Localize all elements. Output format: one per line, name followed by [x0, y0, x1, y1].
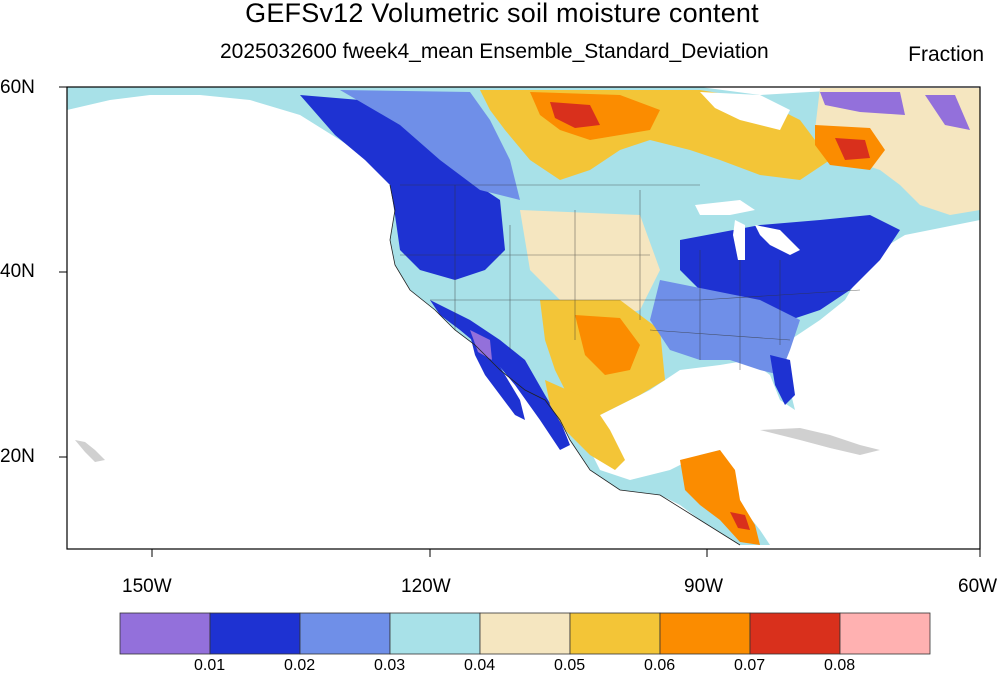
colorbar-tick-label: 0.01 [194, 657, 226, 674]
colorbar-swatch [839, 612, 931, 655]
lake-superior [695, 200, 755, 215]
region-texas-orange [575, 315, 640, 375]
plot-subtitle: 2025032600 fweek4_mean Ensemble_Standard… [220, 40, 769, 63]
colorbar [119, 612, 931, 655]
hawaii-islands [75, 440, 105, 462]
colorbar-swatch [299, 612, 391, 655]
map-border [66, 86, 981, 550]
region-ne-purple2 [925, 95, 970, 130]
colorbar-swatch [389, 612, 481, 655]
colorbar-tick-label: 0.04 [464, 657, 496, 674]
region-plains-tan [520, 210, 660, 320]
coastline [389, 184, 741, 546]
map-field [67, 87, 980, 546]
colorbar-swatch [119, 612, 211, 655]
region-central-america-red [730, 512, 750, 530]
colorbar-tick-label: 0.06 [644, 657, 676, 674]
region-northwest-blue [300, 95, 505, 280]
colorbar-tick-label: 0.03 [374, 657, 406, 674]
region-southwest-purple [470, 330, 492, 360]
colorbar-swatch [569, 612, 661, 655]
caribbean-islands [760, 428, 880, 455]
lake-michigan [733, 220, 745, 260]
land-north-america [67, 87, 980, 545]
colorbar-tick-label: 0.07 [734, 657, 766, 674]
region-mexico-yellow [545, 380, 625, 470]
region-southwest-blue [430, 300, 570, 450]
colorbar-swatch [479, 612, 571, 655]
colorbar-swatch [749, 612, 841, 655]
lon-label-120W: 120W [401, 576, 451, 597]
lat-label-40N: 40N [0, 261, 35, 282]
colorbar-tick-label: 0.02 [284, 657, 316, 674]
region-florida-blue [770, 355, 795, 405]
land-labrador [815, 88, 980, 215]
region-northwest-mid [340, 90, 520, 200]
plot-title: GEFSv12 Volumetric soil moisture content [245, 0, 759, 28]
lat-label-60N: 60N [0, 77, 35, 98]
colorbar-swatch [659, 612, 751, 655]
lon-label-90W: 90W [684, 576, 724, 597]
colorbar-tick-label: 0.05 [554, 657, 586, 674]
colorbar-tick-label: 0.08 [824, 657, 856, 674]
land-baja [470, 335, 525, 420]
lat-label-20N: 20N [0, 446, 35, 467]
axis-ticks [59, 86, 981, 557]
units-label: Fraction [908, 43, 984, 66]
lake-huron-erie [755, 225, 800, 255]
region-ne-purple [820, 92, 905, 115]
hudson-bay [700, 92, 790, 130]
state-borders [400, 184, 861, 370]
region-southeast-mid [650, 280, 800, 375]
region-quebec-red [835, 138, 870, 160]
lon-label-60W: 60W [958, 576, 998, 597]
region-prairies-red [550, 102, 600, 128]
colorbar-swatch [209, 612, 301, 655]
lon-label-150W: 150W [122, 576, 172, 597]
